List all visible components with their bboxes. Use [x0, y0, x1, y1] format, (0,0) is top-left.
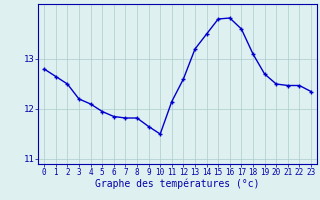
X-axis label: Graphe des températures (°c): Graphe des températures (°c): [95, 179, 260, 189]
